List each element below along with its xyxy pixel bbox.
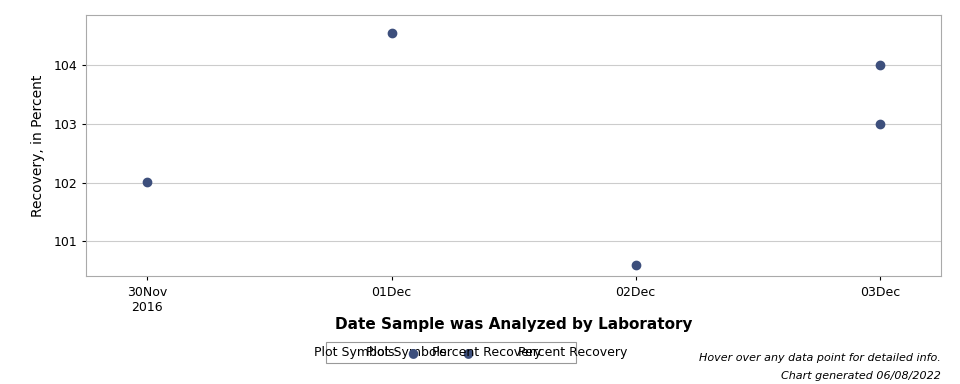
Text: Percent Recovery: Percent Recovery [518, 346, 628, 359]
Text: Hover over any data point for detailed info.: Hover over any data point for detailed i… [699, 353, 941, 363]
Text: Plot Symbols:: Plot Symbols: [367, 346, 451, 359]
Point [140, 179, 156, 185]
Point [628, 262, 643, 268]
Text: Chart generated 06/08/2022: Chart generated 06/08/2022 [780, 371, 941, 381]
Text: Date Sample was Analyzed by Laboratory: Date Sample was Analyzed by Laboratory [335, 317, 692, 332]
Point [872, 121, 887, 127]
Text: ●: ● [462, 346, 473, 359]
Point [384, 30, 399, 36]
Text: Percent Recovery: Percent Recovery [432, 346, 541, 359]
Text: ●: ● [407, 346, 419, 359]
Text: Plot Symbols:: Plot Symbols: [314, 346, 398, 359]
Point [872, 62, 887, 68]
Y-axis label: Recovery, in Percent: Recovery, in Percent [32, 75, 45, 217]
